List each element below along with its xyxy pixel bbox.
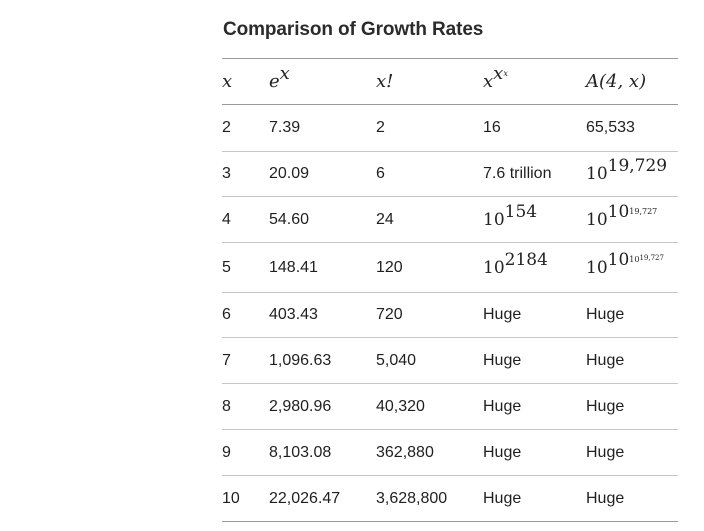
table-row: 4 54.60 24 10154 101019,727 bbox=[222, 197, 678, 243]
table-row: 8 2,980.96 40,320 Huge Huge bbox=[222, 384, 678, 430]
table-title: Comparison of Growth Rates bbox=[223, 19, 484, 40]
header-tetration: xxx bbox=[483, 63, 508, 92]
table-row: 2 7.39 2 16 65,533 bbox=[222, 105, 678, 152]
growth-rates-table: x ex x! xxx A(4, x) 2 7.39 2 16 65,533 3… bbox=[222, 58, 678, 522]
table-row: 3 20.09 6 7.6 trillion 1019,729 bbox=[222, 152, 678, 197]
ackermann-power-cell: 101019,727 bbox=[586, 201, 658, 230]
table-row: 6 403.43 720 Huge Huge bbox=[222, 293, 678, 338]
table-row: 9 8,103.08 362,880 Huge Huge bbox=[222, 430, 678, 476]
header-exp: ex bbox=[269, 63, 290, 92]
table-row: 7 1,096.63 5,040 Huge Huge bbox=[222, 338, 678, 384]
ackermann-power-cell: 1019,729 bbox=[586, 156, 668, 184]
header-factorial: x! bbox=[376, 71, 394, 92]
ackermann-power-cell: 10101019,727 bbox=[586, 249, 664, 278]
table-header-row: x ex x! xxx A(4, x) bbox=[222, 58, 678, 105]
header-x: x bbox=[222, 71, 233, 92]
table-row: 5 148.41 120 102184 10101019,727 bbox=[222, 243, 678, 293]
tetration-power-cell: 102184 bbox=[483, 249, 548, 278]
header-ackermann: A(4, x) bbox=[586, 71, 647, 92]
table-row: 10 22,026.47 3,628,800 Huge Huge bbox=[222, 476, 678, 522]
tetration-power-cell: 10154 bbox=[483, 201, 538, 230]
